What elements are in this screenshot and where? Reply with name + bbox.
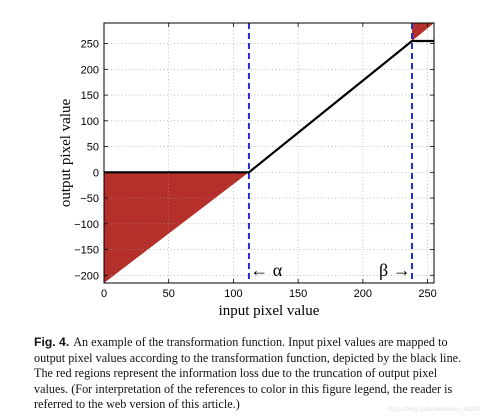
- transformation-line: [104, 39, 434, 174]
- caption-text: An example of the transformation functio…: [34, 335, 462, 412]
- x-tick-label: 50: [163, 288, 175, 300]
- y-tick-label: 100: [81, 116, 99, 128]
- loss-region-1: [104, 172, 249, 283]
- alpha-annotation: ← α: [250, 260, 283, 280]
- x-tick-label: 0: [101, 288, 107, 300]
- y-tick-label: 0: [93, 167, 99, 179]
- y-tick-label: −150: [74, 245, 99, 257]
- x-tick-label: 100: [224, 288, 242, 300]
- x-axis-label: input pixel value: [219, 303, 320, 319]
- transformation-chart: 0 50 100 150 200 250 −200 −150 −100 −50 0 50 100 150 2…: [58, 22, 437, 319]
- y-tick-label: 250: [81, 39, 99, 51]
- y-tick-label: −100: [74, 219, 99, 231]
- x-tick-label: 250: [418, 288, 436, 300]
- y-tick-label: −50: [80, 193, 99, 205]
- y-tick-label: 50: [87, 142, 99, 154]
- watermark: https://blog.csdn.net/weixin_43224: [387, 407, 480, 413]
- y-tick-label: −200: [74, 270, 99, 282]
- x-tick-label: 200: [354, 288, 372, 300]
- beta-annotation: β →: [379, 260, 411, 280]
- y-tick-label: 200: [81, 64, 99, 76]
- caption-label: Fig. 4.: [34, 335, 70, 349]
- loss-region-2: [412, 23, 434, 42]
- plot-frame: [103, 22, 435, 284]
- y-tick-label: 150: [81, 90, 99, 102]
- figure-caption: Fig. 4. An example of the transformation …: [34, 335, 462, 413]
- y-axis-label: output pixel value: [58, 99, 74, 208]
- x-tick-label: 150: [289, 288, 307, 300]
